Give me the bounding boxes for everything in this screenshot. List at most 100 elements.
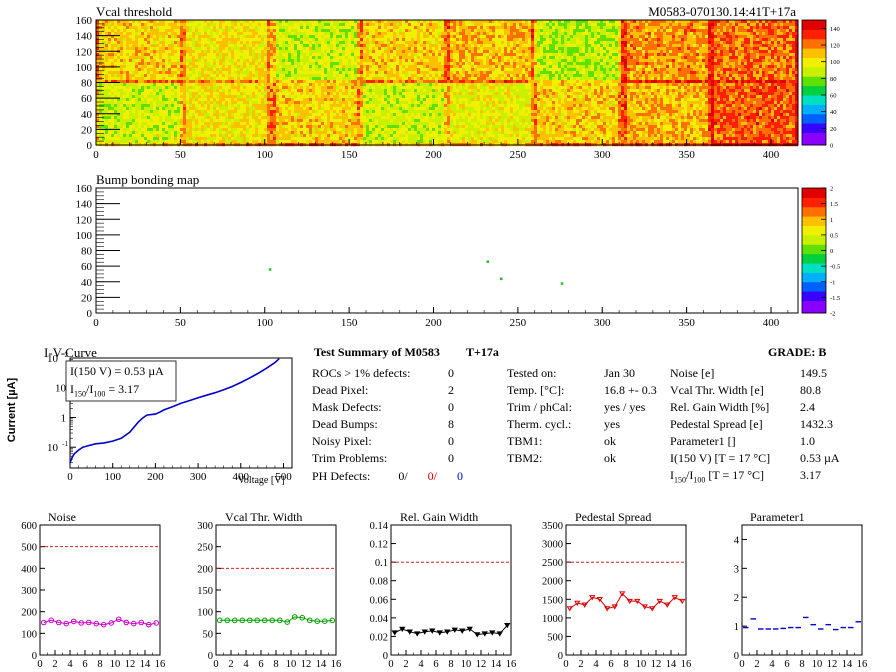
heatmap-cell [762,74,766,78]
heatmap-cell [324,80,328,84]
heatmap-cell [777,80,781,84]
heatmap-cell [738,80,742,84]
heatmap-cell [684,32,688,36]
heatmap-cell [768,62,772,66]
heatmap-cell [555,59,559,63]
heatmap-cell [369,29,373,33]
heatmap-cell [102,74,106,78]
heatmap-cell [606,26,610,30]
heatmap-cell [546,59,550,63]
heatmap-cell [273,56,277,60]
heatmap-cell [735,71,739,75]
heatmap-cell [726,56,730,60]
heatmap-cell [159,71,163,75]
heatmap-cell [567,68,571,72]
heatmap-cell [549,68,553,72]
heatmap-cell [225,44,229,48]
heatmap-cell [495,53,499,57]
heatmap-cell [243,80,247,84]
heatmap-cell [123,53,127,57]
heatmap-cell [159,29,163,33]
heatmap-cell [735,47,739,51]
heatmap-cell [252,56,256,60]
heatmap-cell [120,41,124,45]
heatmap-cell [462,65,466,69]
heatmap-cell [753,29,757,33]
heatmap-cell [354,23,358,27]
heatmap-cell [750,44,754,48]
heatmap-cell [132,44,136,48]
heatmap-cell [690,41,694,45]
heatmap-cell [636,23,640,27]
heatmap-cell [534,20,538,24]
heatmap-cell [402,71,406,75]
heatmap-cell [387,53,391,57]
heatmap-cell [186,38,190,42]
heatmap-cell [780,62,784,66]
heatmap-cell [399,20,403,24]
heatmap-cell [681,41,685,45]
heatmap-cell [432,56,436,60]
heatmap-cell [474,53,478,57]
heatmap-cell [327,68,331,72]
heatmap-cell [282,56,286,60]
heatmap-cell [348,50,352,54]
heatmap-cell [249,29,253,33]
heatmap-cell [417,23,421,27]
heatmap-cell [111,77,115,81]
heatmap-cell [630,56,634,60]
heatmap-cell [465,62,469,66]
heatmap-cell [150,23,154,27]
heatmap-cell [612,71,616,75]
heatmap-cell [279,26,283,30]
heatmap-cell [435,38,439,42]
heatmap-cell [792,65,796,69]
heatmap-cell [345,20,349,24]
heatmap-cell [342,68,346,72]
heatmap-cell [162,20,166,24]
heatmap-cell [678,20,682,24]
heatmap-cell [351,38,355,42]
heatmap-cell [450,26,454,30]
heatmap-cell [645,26,649,30]
heatmap-cell [303,50,307,54]
heatmap-cell [540,77,544,81]
heatmap-cell [162,53,166,57]
heatmap-cell [684,74,688,78]
heatmap-cell [411,47,415,51]
heatmap-cell [234,59,238,63]
heatmap-cell [576,71,580,75]
heatmap-cell [636,59,640,63]
heatmap-cell [708,20,712,24]
heatmap-cell [252,47,256,51]
heatmap-cell [222,23,226,27]
heatmap-cell [354,35,358,39]
heatmap-cell [228,41,232,45]
heatmap-cell [126,20,130,24]
heatmap-cell [315,80,319,84]
heatmap-cell [282,41,286,45]
heatmap-cell [534,77,538,81]
heatmap-cell [465,26,469,30]
heatmap-cell [294,47,298,51]
heatmap-cell [252,74,256,78]
heatmap-cell [135,26,139,30]
heatmap-cell [132,35,136,39]
heatmap-cell [120,35,124,39]
heatmap-cell [324,53,328,57]
heatmap-cell [342,38,346,42]
heatmap-cell [564,47,568,51]
heatmap-cell [171,59,175,63]
heatmap-cell [738,38,742,42]
heatmap-cell [501,23,505,27]
heatmap-cell [447,47,451,51]
heatmap-cell [294,20,298,24]
heatmap-cell [321,62,325,66]
heatmap-cell [795,35,799,39]
heatmap-cell [702,56,706,60]
heatmap-cell [375,71,379,75]
heatmap-cell [747,53,751,57]
heatmap-cell [774,80,778,84]
heatmap-cell [273,38,277,42]
heatmap-cell [522,26,526,30]
